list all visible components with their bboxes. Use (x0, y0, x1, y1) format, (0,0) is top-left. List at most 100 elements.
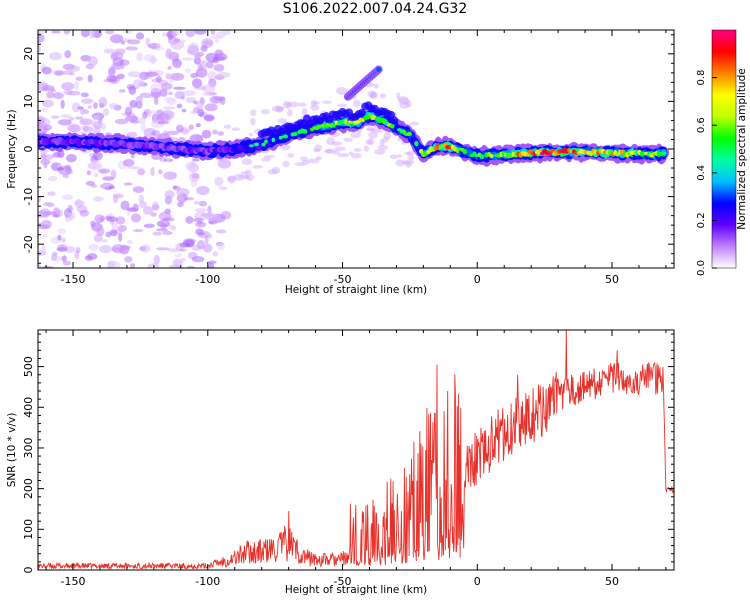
y-tick-label: 300 (22, 437, 35, 458)
noise-speck (88, 243, 99, 251)
ridge-blob (661, 151, 667, 156)
noise-speck (156, 43, 161, 51)
noise-speck (172, 258, 183, 268)
y-tick-label: 20 (22, 47, 35, 61)
noise-speck (71, 102, 81, 113)
noise-speck (116, 73, 125, 80)
noise-speck (38, 264, 42, 268)
colorbar (712, 30, 736, 268)
noise-speck (250, 117, 256, 126)
noise-speck (90, 184, 98, 188)
noise-speck (201, 129, 212, 139)
noise-speck (135, 32, 145, 40)
noise-speck (185, 216, 194, 224)
noise-speck (240, 171, 249, 175)
noise-speck (183, 238, 196, 244)
noise-speck (165, 156, 171, 163)
noise-speck (95, 223, 104, 229)
noise-speck (131, 114, 138, 124)
noise-speck (216, 242, 226, 251)
noise-speck (179, 248, 187, 252)
noise-speck (326, 137, 335, 146)
noise-speck (110, 51, 124, 60)
noise-speck (406, 150, 415, 157)
noise-speck (93, 102, 98, 110)
noise-speck (41, 244, 46, 253)
noise-speck (215, 229, 227, 234)
x-axis-label: Height of straight line (km) (285, 584, 427, 596)
noise-speck (312, 101, 320, 105)
ridge-blob (302, 129, 308, 134)
x-tick-label: -150 (61, 575, 86, 588)
noise-speck (186, 50, 194, 54)
noise-speck (194, 207, 208, 213)
noise-speck (111, 244, 126, 254)
noise-speck (191, 174, 198, 178)
noise-speck (104, 215, 112, 220)
noise-speck (127, 207, 135, 211)
noise-speck (88, 56, 99, 67)
ridge-blob (479, 154, 485, 159)
noise-speck (185, 30, 196, 38)
noise-speck (127, 239, 133, 245)
noise-speck (127, 39, 141, 45)
page-title: S106.2022.007.04.24.G32 (282, 1, 468, 17)
noise-speck (164, 97, 176, 102)
noise-speck (54, 70, 64, 76)
noise-speck (162, 230, 173, 235)
noise-speck (42, 233, 48, 238)
noise-speck (152, 231, 163, 236)
noise-speck (175, 124, 184, 133)
noise-speck (334, 146, 346, 151)
x-tick-label: -50 (334, 273, 352, 286)
noise-speck (159, 88, 168, 97)
x-axis-label: Height of straight line (km) (285, 284, 427, 296)
noise-speck (161, 82, 173, 90)
colorbar-tick-label: 0.8 (696, 70, 707, 86)
noise-speck (80, 98, 94, 104)
noise-speck (141, 244, 151, 253)
noise-speck (75, 76, 84, 81)
noise-speck (151, 91, 162, 98)
noise-speck (177, 192, 183, 196)
noise-speck (137, 168, 146, 176)
noise-speck (38, 195, 42, 203)
noise-speck (64, 245, 76, 253)
noise-speck (209, 35, 223, 40)
noise-speck (46, 91, 55, 99)
noise-speck (165, 48, 173, 58)
noise-speck (118, 232, 123, 242)
noise-speck (181, 108, 187, 113)
noise-speck (369, 92, 376, 99)
y-tick-label: 500 (22, 356, 35, 377)
noise-speck (56, 209, 64, 217)
noise-speck (162, 217, 175, 222)
ridge-blob (253, 142, 260, 147)
ridge-blob (264, 139, 268, 144)
noise-speck (156, 247, 170, 251)
noise-speck (179, 242, 190, 248)
noise-speck (100, 122, 107, 131)
noise-speck (283, 100, 292, 109)
noise-speck (136, 52, 143, 62)
noise-speck (130, 154, 135, 159)
noise-speck (248, 132, 254, 136)
noise-speck (193, 51, 202, 59)
noise-speck (98, 168, 111, 174)
noise-speck (365, 139, 373, 145)
noise-speck (181, 57, 195, 61)
noise-speck (94, 214, 105, 223)
noise-speck (125, 46, 138, 51)
noise-speck (298, 102, 307, 107)
noise-speck (204, 103, 218, 112)
noise-speck (57, 119, 72, 126)
noise-speck (348, 151, 354, 156)
noise-speck (194, 30, 207, 35)
noise-speck (195, 123, 201, 128)
noise-speck (126, 131, 138, 138)
noise-speck (151, 55, 156, 65)
noise-speck (337, 103, 348, 108)
noise-speck (142, 206, 154, 215)
noise-speck (83, 109, 90, 115)
noise-speck (87, 105, 92, 110)
